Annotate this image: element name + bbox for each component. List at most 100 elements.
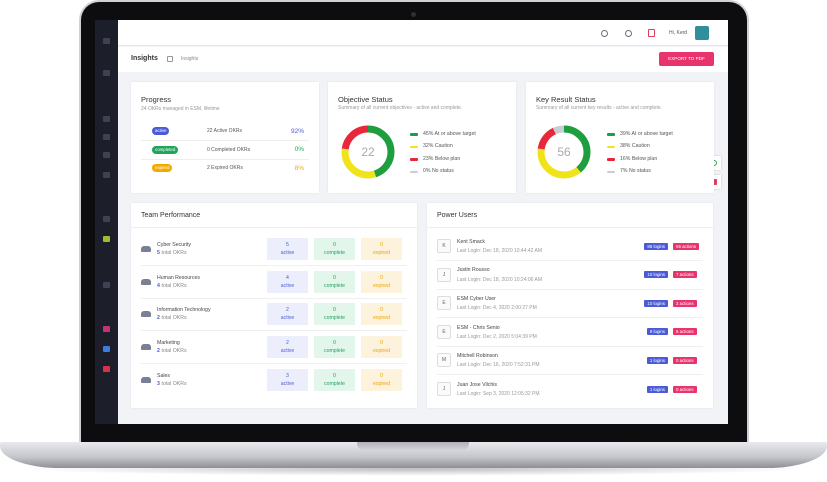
user-avatar: K	[437, 239, 451, 253]
stat-box	[314, 368, 355, 391]
sidebar-icon	[103, 346, 110, 352]
stat-box	[267, 336, 308, 359]
donut-segment	[341, 125, 395, 179]
logins-badge: 9 logins	[646, 328, 668, 336]
okr-count: 22 Active OKRs	[207, 128, 243, 134]
actions-badge: 56 actions	[673, 242, 700, 250]
divider	[131, 227, 417, 228]
stat-value: 0	[333, 307, 336, 314]
stat-value: 0	[333, 372, 336, 379]
stat-label: complete	[323, 282, 346, 289]
team-icon	[141, 278, 151, 285]
sidebar-icon	[103, 326, 110, 332]
card	[131, 82, 319, 193]
legend-label: 16% Below plan	[620, 155, 658, 162]
legend-label: 23% Below plan	[423, 155, 461, 162]
home-icon	[167, 56, 173, 62]
user-name: Juan Jose Vilchis	[457, 381, 497, 388]
last-login: Last Login: Dec 18, 2020 10:44:42 AM	[457, 248, 543, 254]
divider	[141, 265, 407, 266]
legend-swatch	[410, 170, 418, 173]
card-subtitle: Summary of all current key results - act…	[536, 105, 662, 111]
team-name: Marketing	[157, 339, 180, 346]
sidebar-icon	[103, 38, 110, 44]
card-title: Key Result Status	[536, 94, 596, 104]
logins-badge: 10 logins	[644, 271, 668, 279]
stat-box	[314, 336, 355, 359]
user-name: Mitchell Robinson	[457, 353, 498, 360]
stat-value: 2	[286, 307, 289, 314]
legend-label: 38% Caution	[620, 143, 650, 150]
stat-value: 4	[286, 274, 289, 281]
stat-value: 0	[380, 372, 383, 379]
stat-box	[267, 368, 308, 391]
stat-label: active	[280, 315, 295, 322]
team-name: Cyber Security	[157, 241, 192, 248]
sidebar-icon	[103, 172, 110, 178]
stat-value: 2	[286, 339, 289, 346]
divider	[141, 158, 309, 160]
card-title: Team Performance	[141, 212, 201, 219]
stat-label: active	[280, 282, 295, 289]
legend-swatch	[607, 133, 615, 136]
page-title: Insights	[131, 55, 158, 62]
sidebar-icon	[103, 134, 110, 140]
donut-chart	[341, 125, 395, 179]
legend-label: 32% Caution	[423, 143, 453, 150]
breadcrumb: Insights	[181, 56, 199, 62]
user-name: ESM Cyber User	[457, 296, 496, 302]
card-title: Progress	[141, 94, 172, 104]
team-total: 2	[157, 315, 160, 322]
okr-count: 0 Completed OKRs	[207, 146, 251, 153]
team-icon	[141, 344, 151, 351]
status-badge: expired	[152, 164, 173, 172]
divider	[437, 345, 703, 347]
divider	[437, 288, 703, 290]
divider	[141, 140, 309, 141]
sidebar-icon	[103, 152, 110, 158]
last-login: Last Login: Dec 18, 2020 10:24:06 AM	[457, 276, 543, 283]
stat-box	[361, 336, 402, 359]
legend-label: 45% At or above target	[423, 130, 476, 137]
stat-box	[361, 270, 402, 293]
team-icon	[141, 376, 151, 383]
sidebar	[95, 20, 118, 424]
divider	[141, 330, 407, 332]
divider	[141, 297, 407, 299]
topbar-icon	[601, 30, 608, 37]
stat-box	[361, 368, 402, 391]
legend-swatch	[607, 170, 615, 173]
divider	[141, 363, 407, 365]
topbar-icon	[625, 30, 632, 37]
avatar	[695, 26, 709, 40]
user-name: Justin Rousso	[457, 267, 490, 274]
logins-badge: 1 logins	[646, 385, 668, 393]
stat-label: active	[280, 347, 295, 354]
stat-value: 0	[333, 274, 336, 281]
stat-label: active	[280, 249, 295, 256]
legend-swatch	[607, 158, 615, 161]
user-name: ESM - Chris Senio	[457, 324, 500, 331]
stat-box	[314, 238, 355, 260]
team-total-label: total OKRs	[161, 249, 187, 256]
donut-center: 56	[557, 145, 571, 159]
stat-box	[314, 303, 355, 326]
team-name: Human Resources	[157, 274, 200, 281]
topbar	[118, 20, 728, 46]
okr-count: 2 Expired OKRs	[207, 165, 243, 171]
actions-badge: 6 actions	[673, 328, 697, 336]
team-icon	[141, 311, 151, 318]
team-icon	[141, 246, 151, 252]
last-login: Last Login: Dec 4, 2020 2:00:27 PM	[457, 305, 537, 312]
team-name: Information Technology	[157, 307, 211, 314]
card-title: Power Users	[437, 212, 478, 219]
stat-value: 0	[380, 241, 383, 248]
user-avatar: E	[437, 324, 451, 339]
donut-segment	[341, 125, 395, 179]
okr-percent: 8%	[294, 164, 304, 172]
camera	[411, 12, 416, 17]
stat-label: complete	[323, 380, 346, 387]
export-button[interactable]: EXPORT TO PDF	[659, 52, 714, 66]
